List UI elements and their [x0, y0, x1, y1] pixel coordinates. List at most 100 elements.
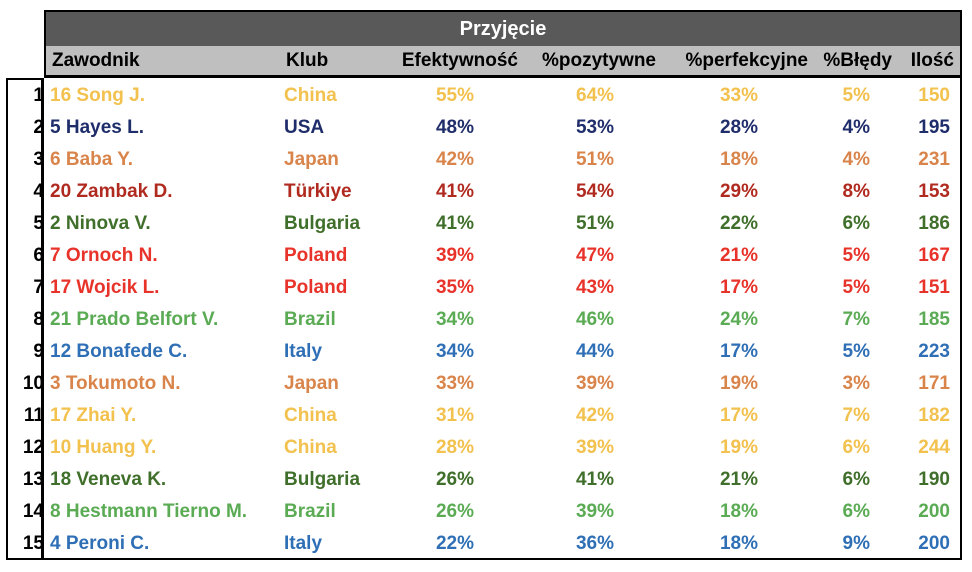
perfect-value: 19% [719, 373, 758, 394]
table-row: 14 8 Hestmann Tierno M. Brazil 26% 39% 18% 6% 2… [0, 496, 972, 528]
efficiency-value: 41% [435, 181, 474, 202]
errors-value: 5% [842, 341, 870, 362]
club-name: Poland [284, 245, 348, 266]
positive-value: 41% [575, 469, 614, 490]
table-row: 8 21 Prado Belfort V. Brazil 34% 46% 24% 7% 185 [0, 304, 972, 336]
header-player: Zawodnik [52, 50, 140, 71]
table-row: 10 3 Tokumoto N. Japan 33% 39% 19% 3% 171 [0, 368, 972, 400]
errors-value: 5% [842, 245, 870, 266]
count-value: 190 [918, 469, 950, 490]
positive-value: 47% [575, 245, 614, 266]
positive-value: 42% [575, 405, 614, 426]
positive-value: 46% [575, 309, 614, 330]
club-name: China [284, 85, 337, 106]
table-row: 9 12 Bonafede C. Italy 34% 44% 17% 5% 223 [0, 336, 972, 368]
header-count: Ilość [910, 50, 954, 71]
row-index: 14 [22, 501, 44, 522]
errors-value: 6% [842, 437, 870, 458]
positive-value: 39% [575, 437, 614, 458]
errors-value: 5% [842, 277, 870, 298]
positive-value: 51% [575, 149, 614, 170]
table-row: 15 4 Peroni C. Italy 22% 36% 18% 9% 200 [0, 528, 972, 560]
row-index: 4 [33, 181, 44, 202]
table-row: 13 18 Veneva K. Bulgaria 26% 41% 21% 6% 190 [0, 464, 972, 496]
count-value: 185 [918, 309, 950, 330]
positive-value: 39% [575, 373, 614, 394]
efficiency-value: 28% [435, 437, 474, 458]
errors-value: 6% [842, 213, 870, 234]
table-row: 2 5 Hayes L. USA 48% 53% 28% 4% 195 [0, 112, 972, 144]
player-name: 2 Ninova V. [50, 213, 151, 234]
header-positive: %pozytywne [541, 50, 656, 71]
header-errors: %Błędy [823, 50, 892, 71]
player-name: 5 Hayes L. [50, 117, 144, 138]
player-name: 7 Ornoch N. [50, 245, 158, 266]
perfect-value: 21% [719, 469, 758, 490]
errors-value: 4% [842, 117, 870, 138]
efficiency-value: 41% [435, 213, 474, 234]
header-row: Zawodnik Klub Efektywność %pozytywne %pe… [44, 46, 962, 78]
efficiency-value: 34% [435, 341, 474, 362]
club-name: Brazil [284, 309, 336, 330]
positive-value: 43% [575, 277, 614, 298]
errors-value: 9% [842, 533, 870, 554]
row-index: 5 [33, 213, 44, 234]
count-value: 171 [918, 373, 950, 394]
positive-value: 36% [575, 533, 614, 554]
club-name: USA [284, 117, 325, 138]
count-value: 153 [918, 181, 950, 202]
player-name: 17 Zhai Y. [50, 405, 137, 426]
table-row: 11 17 Zhai Y. China 31% 42% 17% 7% 182 [0, 400, 972, 432]
club-name: Brazil [284, 501, 336, 522]
efficiency-value: 39% [435, 245, 474, 266]
row-index: 7 [33, 277, 44, 298]
player-name: 6 Baba Y. [50, 149, 134, 170]
count-value: 182 [918, 405, 950, 426]
header-club: Klub [286, 50, 329, 71]
positive-value: 64% [575, 85, 614, 106]
efficiency-value: 26% [435, 501, 474, 522]
errors-value: 6% [842, 501, 870, 522]
club-name: Bulgaria [284, 469, 361, 490]
club-name: Japan [284, 149, 339, 170]
header-efficiency: Efektywność [401, 50, 518, 71]
row-index: 1 [33, 85, 44, 106]
row-index: 9 [33, 341, 44, 362]
table-row: 12 10 Huang Y. China 28% 39% 19% 6% 244 [0, 432, 972, 464]
errors-value: 6% [842, 469, 870, 490]
club-name: Italy [284, 533, 323, 554]
row-index: 10 [22, 373, 44, 394]
positive-value: 51% [575, 213, 614, 234]
perfect-value: 29% [719, 181, 758, 202]
table-row: 7 17 Wojcik L. Poland 35% 43% 17% 5% 151 [0, 272, 972, 304]
efficiency-value: 42% [435, 149, 474, 170]
club-name: Italy [284, 341, 323, 362]
count-value: 151 [918, 277, 950, 298]
row-index: 2 [33, 117, 44, 138]
row-index: 8 [33, 309, 44, 330]
table-row: 5 2 Ninova V. Bulgaria 41% 51% 22% 6% 186 [0, 208, 972, 240]
club-name: Poland [284, 277, 348, 298]
perfect-value: 28% [719, 117, 758, 138]
player-name: 17 Wojcik L. [50, 277, 160, 298]
perfect-value: 24% [719, 309, 758, 330]
count-value: 150 [918, 85, 950, 106]
perfect-value: 33% [719, 85, 758, 106]
player-name: 10 Huang Y. [50, 437, 157, 458]
table-row: 6 7 Ornoch N. Poland 39% 47% 21% 5% 167 [0, 240, 972, 272]
count-value: 200 [918, 501, 950, 522]
player-name: 8 Hestmann Tierno M. [50, 501, 248, 522]
club-name: Türkiye [284, 181, 352, 202]
errors-value: 7% [842, 405, 870, 426]
row-index: 12 [22, 437, 44, 458]
count-value: 186 [918, 213, 950, 234]
row-index: 15 [22, 533, 44, 554]
perfect-value: 21% [719, 245, 758, 266]
count-value: 231 [918, 149, 950, 170]
positive-value: 53% [575, 117, 614, 138]
efficiency-value: 48% [435, 117, 474, 138]
table-row: 3 6 Baba Y. Japan 42% 51% 18% 4% 231 [0, 144, 972, 176]
row-index: 11 [23, 405, 44, 426]
efficiency-value: 33% [435, 373, 474, 394]
